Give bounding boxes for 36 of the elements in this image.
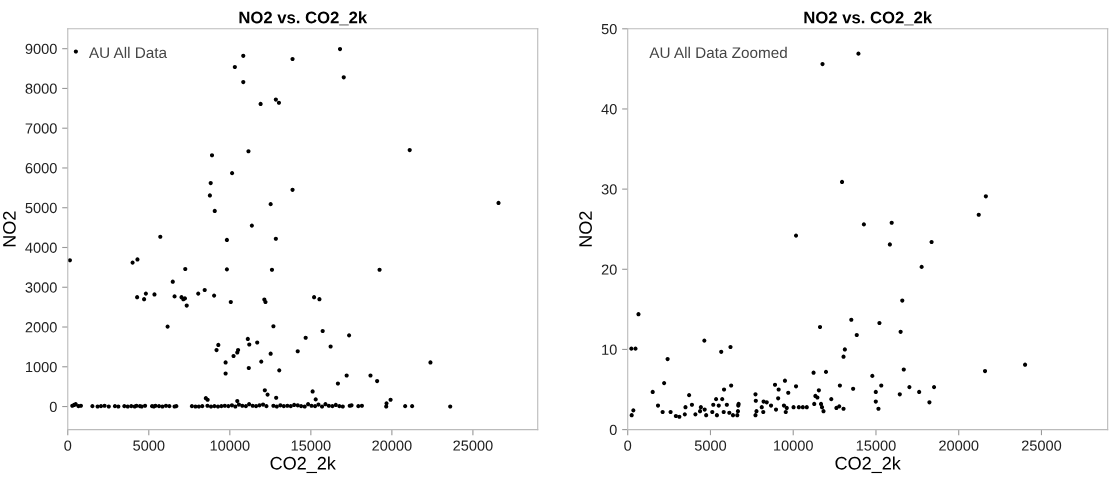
- x-tick-label: 15000: [291, 440, 331, 451]
- y-tick-label: 5000: [25, 202, 57, 214]
- x-tick-label: 20000: [939, 440, 979, 451]
- x-tick-label: 25000: [1021, 440, 1062, 451]
- annotation: AU All Data: [88, 46, 168, 59]
- y-axis-title: NO2: [579, 211, 592, 247]
- x-tick-label: 10000: [774, 440, 813, 451]
- y-tick-label: 20: [601, 264, 617, 275]
- chart-title: NO2 vs. CO2_2k: [804, 11, 933, 26]
- chart-title: NO2 vs. CO2_2k: [239, 11, 368, 26]
- x-tick-label: 5000: [133, 440, 165, 451]
- x-tick-label: 15000: [856, 440, 896, 451]
- y-tick-label: 9000: [25, 43, 57, 55]
- y-tick-label: 0: [49, 401, 57, 412]
- y-tick-label: 0: [609, 424, 617, 436]
- annotation: AU All Data Zoomed: [649, 46, 787, 59]
- y-tick-label: 1000: [26, 361, 57, 373]
- y-tick-label: 6000: [25, 163, 57, 174]
- y-tick-label: 8000: [25, 83, 57, 94]
- x-tick-label: 0: [64, 440, 72, 451]
- y-tick-label: 50: [601, 23, 617, 35]
- x-axis-title: CO2_2k: [270, 456, 336, 474]
- y-tick-label: 10: [602, 344, 617, 355]
- x-tick-label: 20000: [372, 440, 412, 451]
- y-tick-label: 3000: [25, 282, 57, 293]
- x-axis-title: CO2_2k: [835, 456, 901, 474]
- y-tick-label: 30: [601, 184, 617, 195]
- y-tick-label: 4000: [25, 242, 57, 253]
- y-tick-label: 2000: [25, 322, 57, 333]
- y-axis-title: NO2: [3, 211, 16, 247]
- y-tick-label: 7000: [25, 123, 57, 134]
- x-tick-label: 10000: [210, 440, 250, 451]
- y-tick-label: 40: [601, 104, 617, 115]
- x-tick-label: 0: [624, 440, 632, 451]
- x-tick-label: 5000: [694, 440, 727, 451]
- x-tick-label: 25000: [453, 440, 493, 451]
